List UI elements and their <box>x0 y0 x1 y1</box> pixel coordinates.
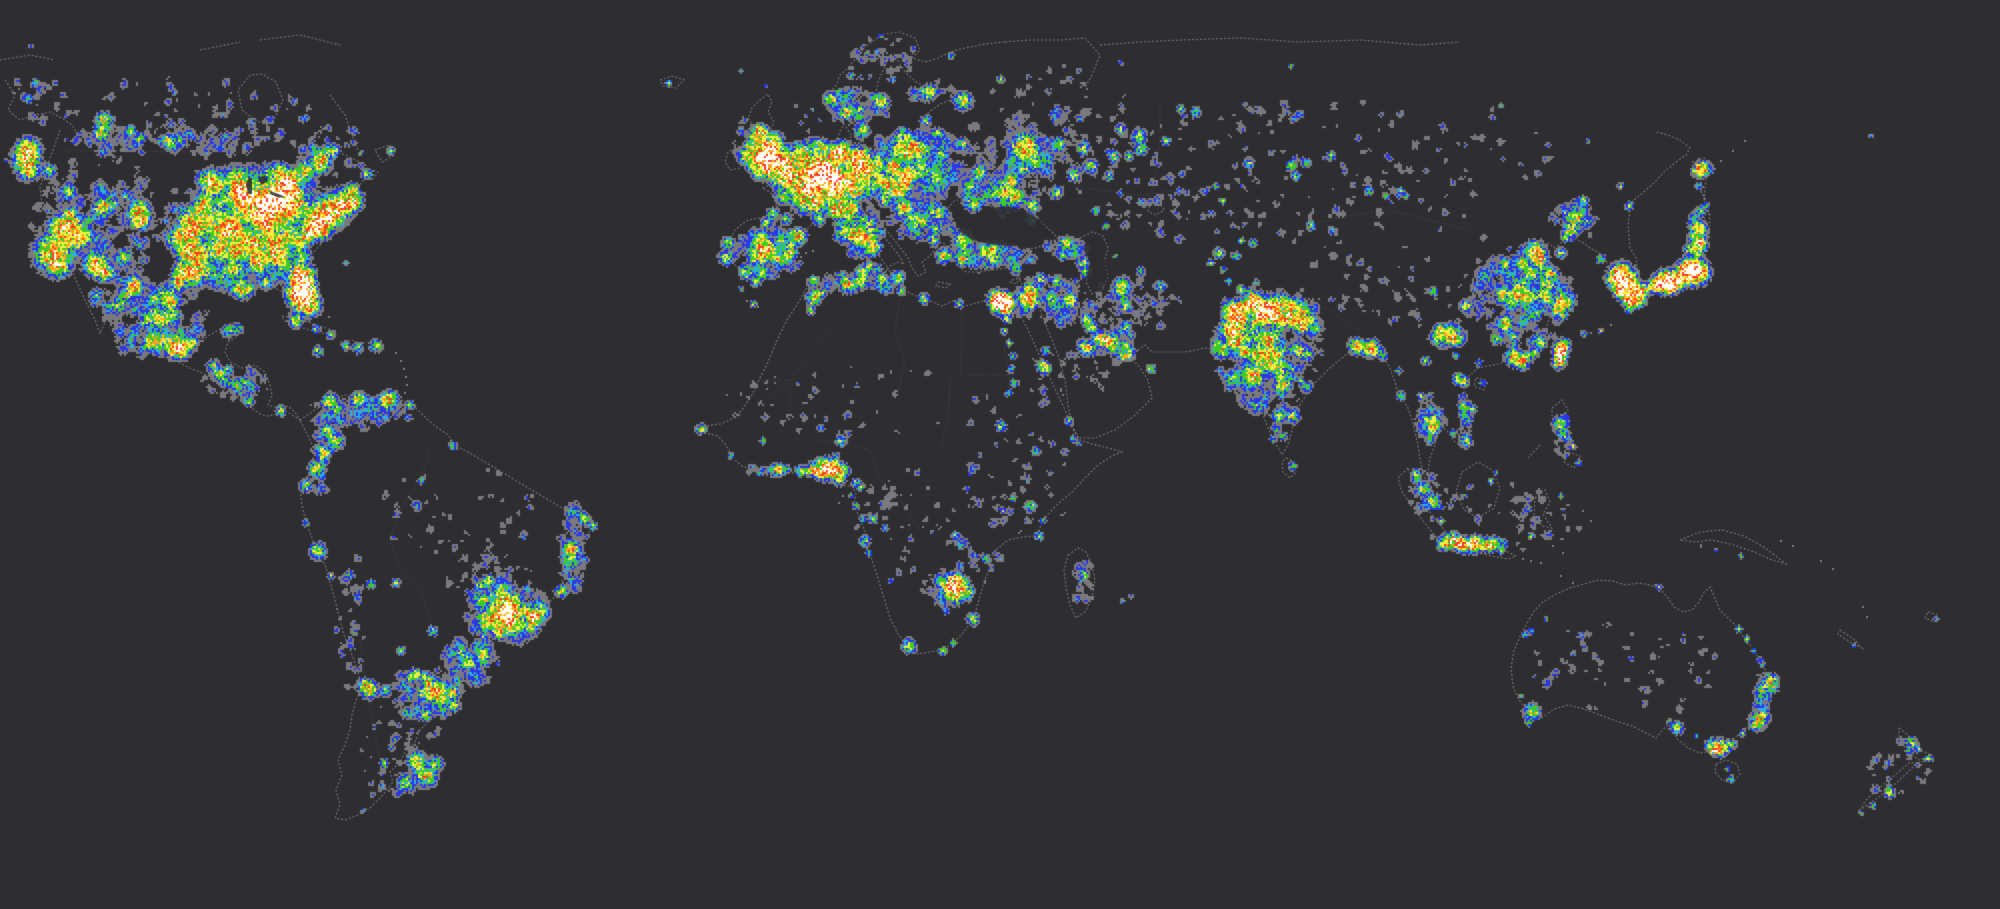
world-map-viewport <box>0 0 2000 909</box>
light-pollution-world-map <box>0 0 2000 909</box>
